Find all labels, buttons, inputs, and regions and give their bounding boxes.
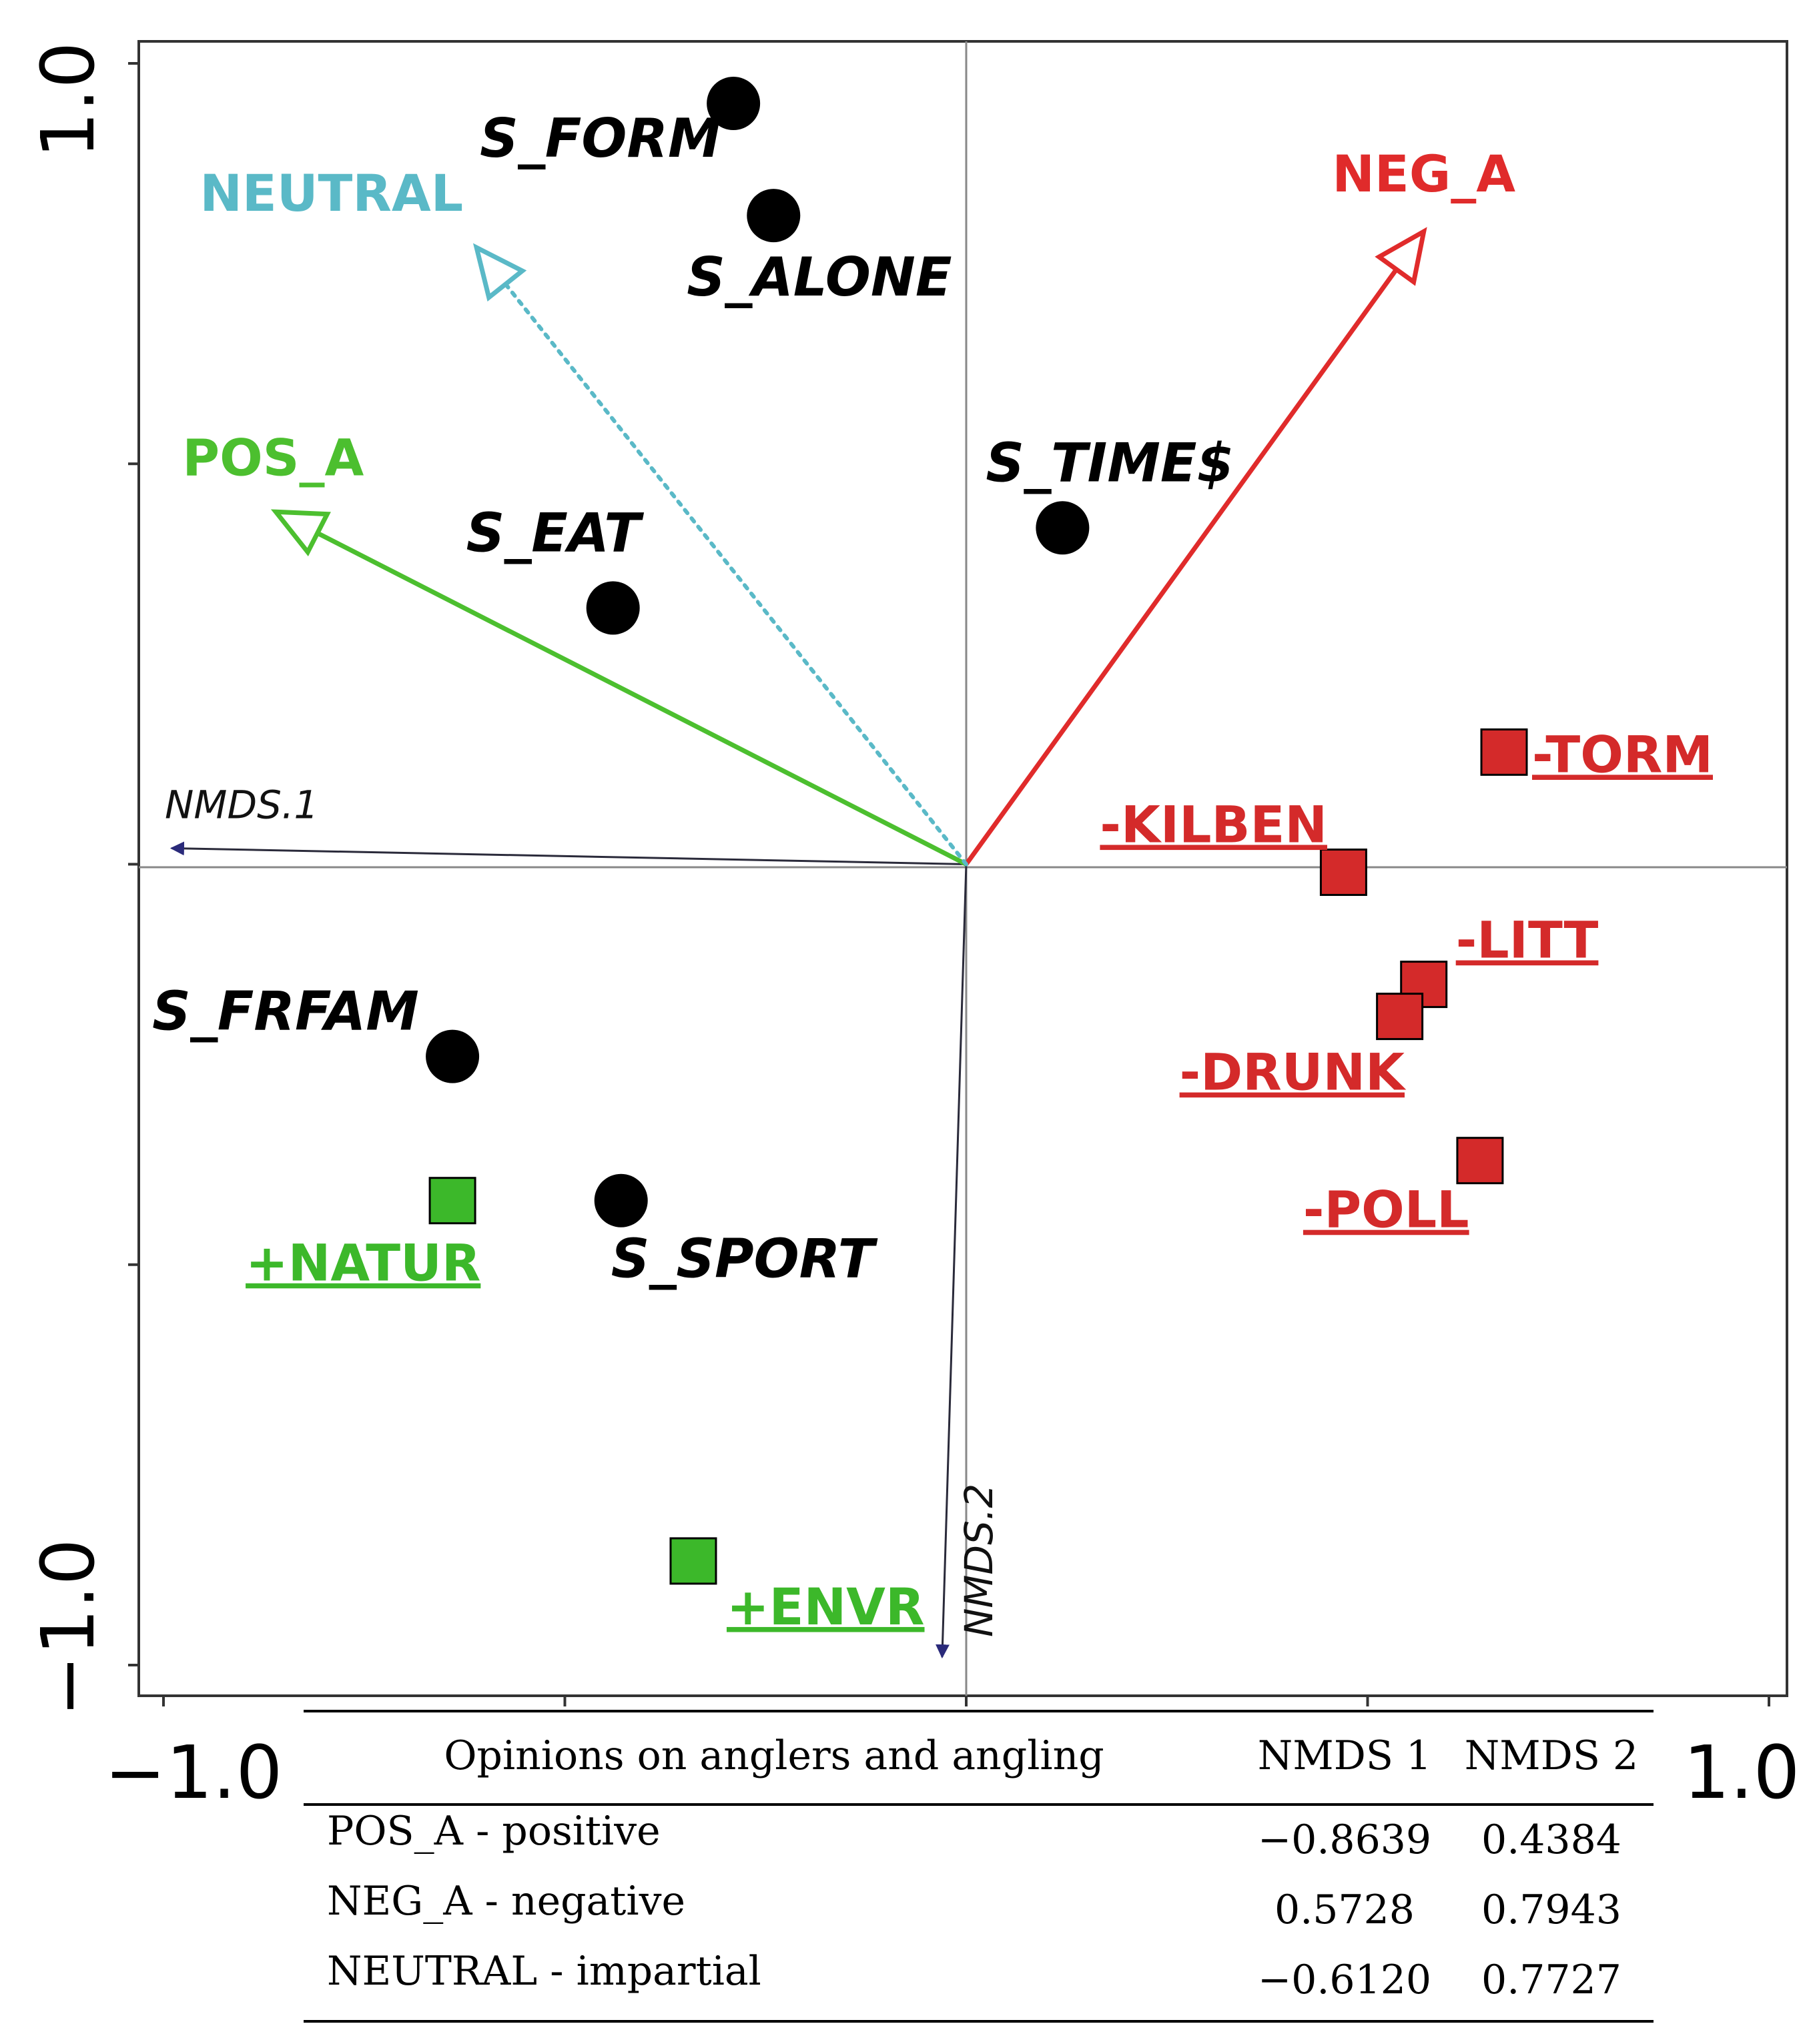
point-s-form [707,77,761,131]
point-label: S_ALONE [687,246,952,308]
table-row-label: POS_A - positive [327,1808,661,1855]
table-header-opinions: Opinions on anglers and angling [444,1732,1104,1779]
vector-neutral-line [503,282,968,867]
point-label: S_FORM [480,107,721,169]
square-label: -DRUNK [1180,1043,1407,1102]
category-squares: -TORM -KILBEN -LITT -DRUNK -POLL +NATUR +ENVR [246,724,1713,1636]
axis-ticks [128,62,1770,1706]
point-s-frfam [426,1029,480,1083]
square-label: -POLL [1303,1180,1469,1239]
square-label: -TORM [1532,724,1713,784]
loadings-table: Opinions on anglers and angling NMDS 1 N… [304,1710,1654,2023]
table-row-label: NEG_A - negative [327,1878,685,1925]
axis-vector-2 [935,864,968,1659]
table-cell-nmds2: 0.7943 [1481,1887,1621,1933]
y-tick-label-top: 1.0 [25,42,111,159]
vector-neg-a-line [964,268,1399,866]
square-natur [428,1177,476,1225]
x-tick-label-right: 1.0 [1684,1730,1800,1815]
survey-points: S_FORM S_ALONE S_TIME$ S_EAT S_FRFAM S_SPORT [152,77,1234,1290]
axis-vector-1 [169,841,967,865]
table-header-nmds2: NMDS 2 [1465,1732,1638,1779]
axis-vectors: NMDS.1 NMDS.2 [165,782,1002,1659]
axis-vector-label: NMDS.2 [956,1484,1002,1637]
point-s-eat [586,581,640,635]
y-tick-label-bottom: −1.0 [25,1538,111,1716]
point-label: S_SPORT [611,1228,878,1290]
square-label: -LITT [1456,911,1599,970]
square-poll [1456,1137,1504,1185]
table-cell-nmds2: 0.7727 [1481,1957,1621,2003]
plot-frame [137,40,1788,1697]
table-cell-nmds1: −0.8639 [1258,1817,1431,1863]
opinion-vectors: POS_A NEG_A NEUTRAL [182,144,1515,867]
square-label: +NATUR [246,1233,480,1293]
vector-label: POS_A [182,428,364,487]
table-cell-nmds2: 0.4384 [1481,1817,1621,1863]
square-label: -KILBEN [1100,795,1327,855]
vector-arrowhead [270,509,331,557]
table-cell-nmds1: 0.5728 [1275,1887,1415,1933]
vector-label: NEG_A [1332,144,1515,203]
point-s-time- [1036,501,1090,555]
point-s-alone [747,189,801,243]
table-header-nmds1: NMDS 1 [1258,1732,1431,1779]
square-label: +ENVR [727,1577,925,1636]
square-torm [1480,728,1528,776]
square-kilben [1319,849,1367,897]
vector-arrowhead [472,243,527,302]
axis-vector-label: NMDS.1 [165,782,318,827]
point-label: S_TIME$ [986,432,1234,494]
vector-pos-a-line [316,530,968,867]
x-tick-label-left: −1.0 [104,1730,282,1815]
table-row-label: NEUTRAL - impartial [327,1948,761,1995]
square-envr [669,1537,717,1585]
point-label: S_EAT [466,502,645,564]
square-drunk [1376,993,1424,1041]
point-label: S_FRFAM [152,981,419,1043]
table-cell-nmds1: −0.6120 [1258,1957,1431,2003]
point-s-sport [594,1173,648,1227]
vector-arrowhead [1375,227,1427,286]
vector-label: NEUTRAL [200,163,463,223]
